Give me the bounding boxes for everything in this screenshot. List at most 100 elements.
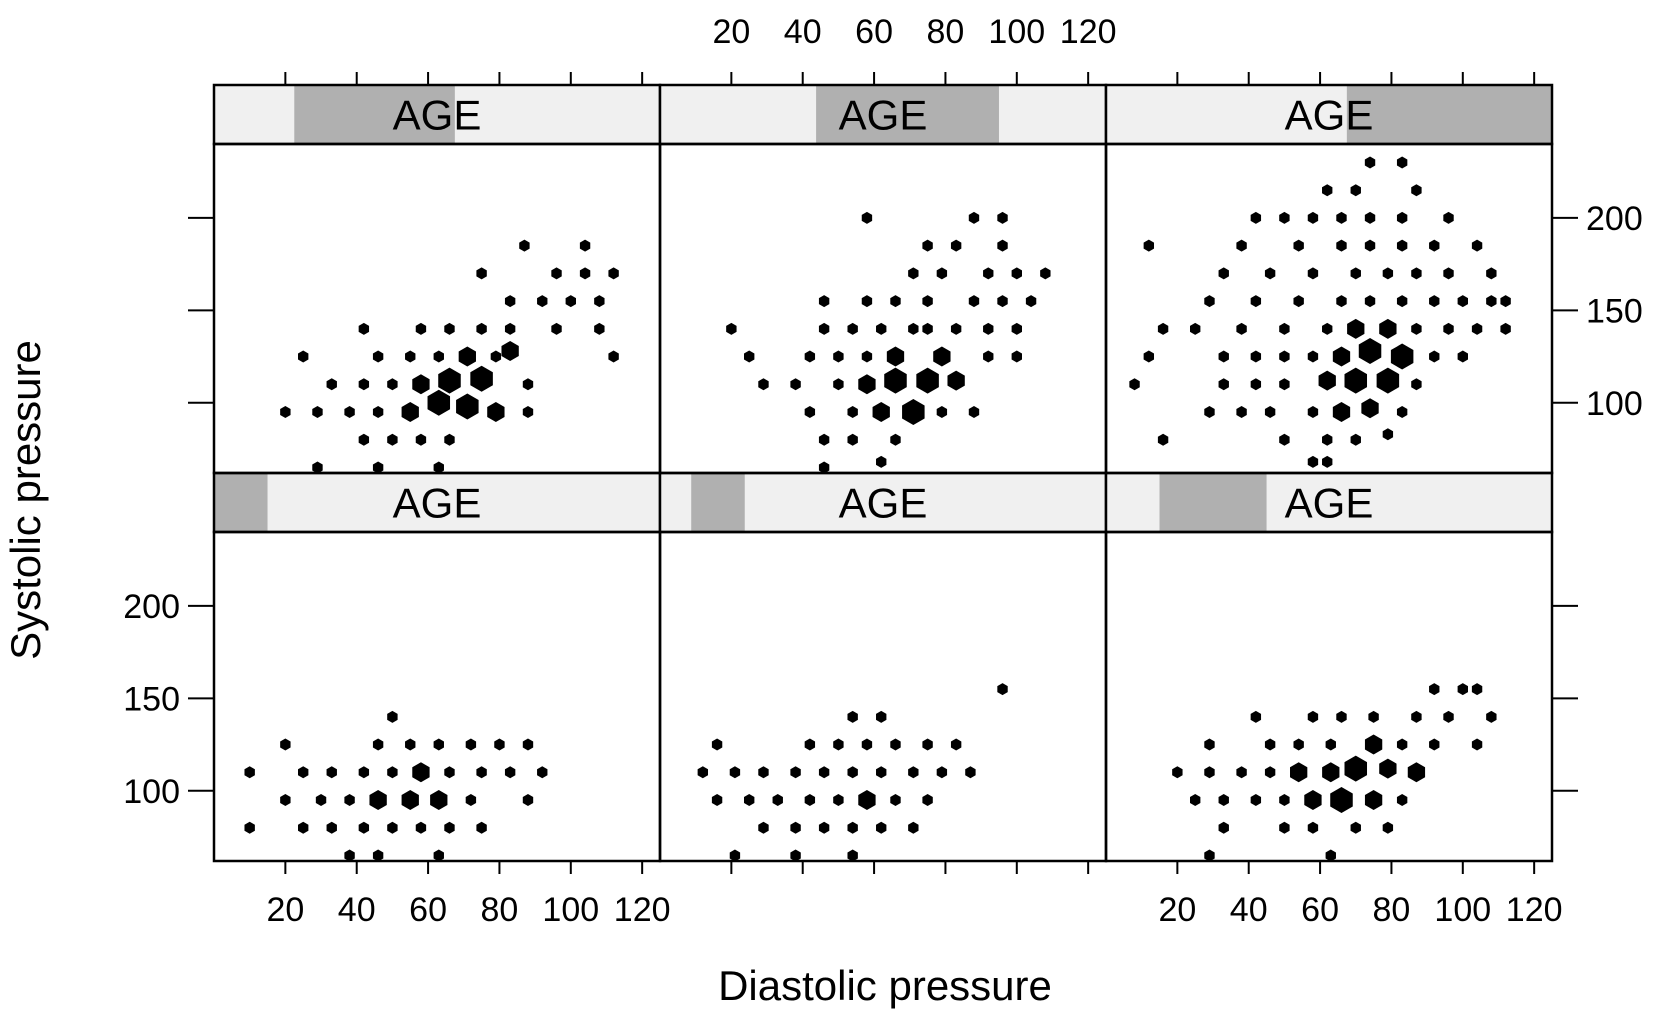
hexbin-point	[537, 295, 548, 308]
hexbin-point	[579, 239, 591, 252]
hexbin-point	[487, 402, 505, 423]
hexbin-point	[415, 433, 427, 446]
hexbin-point	[1443, 710, 1454, 723]
hexbin-point	[922, 295, 933, 308]
x-axis-title: Diastolic pressure	[718, 962, 1052, 1009]
x-tick-label: 60	[409, 891, 447, 929]
strip-label: AGE	[393, 480, 482, 527]
hexbin-point	[494, 738, 505, 751]
hexbin-point	[1457, 683, 1468, 696]
hexbin-point	[1236, 239, 1247, 252]
x-tick-label: 60	[1301, 891, 1339, 929]
hexbin-point	[608, 350, 619, 363]
hexbin-point	[1293, 738, 1304, 751]
hexbin-point	[1364, 734, 1383, 755]
plot-frame	[1104, 142, 1554, 475]
hexbin-point	[1332, 346, 1351, 367]
hexbin-point	[465, 794, 477, 807]
hexbin-point	[968, 211, 980, 224]
hexbin-point	[244, 766, 255, 779]
x-tick-label-top: 60	[855, 13, 893, 51]
x-tick-label-top: 120	[1060, 13, 1117, 51]
hexbin-point	[387, 433, 398, 446]
hexbin-point	[1293, 239, 1304, 252]
hexbin-point	[1396, 211, 1408, 224]
hexbin-point	[358, 378, 370, 391]
hexbin-point	[401, 790, 419, 811]
hexbin-point	[965, 766, 976, 779]
hexbin-point	[1457, 350, 1468, 363]
hexbin-point	[387, 378, 398, 391]
hexbin-point	[1264, 766, 1276, 779]
hexbin-point	[1279, 350, 1290, 363]
plot-frame	[658, 142, 1108, 475]
hexbin-point	[1347, 318, 1365, 339]
hexbin-point	[504, 322, 516, 335]
panel-top-middle: AGE	[658, 83, 1108, 475]
hexbin-point	[1411, 184, 1422, 197]
hexbin-point	[1011, 267, 1022, 280]
hexbin-point	[608, 267, 619, 280]
hexbin-point	[1486, 267, 1497, 280]
hexbin-point	[372, 350, 384, 363]
hexbin-point	[876, 766, 887, 779]
hexbin-point	[1396, 738, 1408, 751]
hexbin-point	[1325, 738, 1336, 751]
hexbin-point	[1204, 406, 1215, 419]
hexbin-point	[1250, 350, 1262, 363]
hexbin-point	[1250, 211, 1262, 224]
hexbin-point	[1236, 406, 1247, 419]
hexbin-point	[890, 295, 901, 308]
hexbin-point	[476, 267, 487, 280]
hexbin-point	[744, 794, 755, 807]
plot-frame	[212, 142, 662, 475]
hexbin-point	[1361, 398, 1379, 419]
hexbin-point	[950, 239, 962, 252]
hexbin-point	[861, 350, 873, 363]
hexbin-point	[804, 794, 816, 807]
hexbin-point	[1364, 156, 1376, 169]
hexbin-point	[950, 322, 962, 335]
hexbin-point	[1307, 267, 1319, 280]
hexbin-point	[412, 762, 430, 783]
axes-layer: 20 40 60 80 100 120 20 40 60 80 100 120 20 40 60 80 100 1…	[123, 13, 1642, 929]
x-tick-label: 80	[1373, 891, 1411, 929]
hexbin-point	[711, 794, 723, 807]
hexbin-point	[1307, 821, 1319, 834]
hexbin-point	[326, 821, 337, 834]
hexbin-point	[387, 710, 398, 723]
hexbin-point	[790, 821, 801, 834]
hexbin-point	[522, 378, 534, 391]
hexbin-point	[1471, 239, 1483, 252]
hexbin-point	[1429, 738, 1440, 751]
hexbin-point	[1376, 367, 1400, 394]
hexbin-point	[430, 790, 448, 811]
hexbin-point	[522, 738, 534, 751]
age-shingle-range	[214, 473, 268, 532]
plot-frame	[658, 530, 1108, 863]
hexbin-point	[522, 794, 534, 807]
hexbin-point	[1396, 794, 1408, 807]
hexbin-point	[1157, 433, 1169, 446]
hexbin-point	[890, 794, 901, 807]
hexbin-point	[922, 794, 933, 807]
hexbin-point	[358, 433, 370, 446]
hexbin-point	[1336, 211, 1347, 224]
hexbin-point	[1157, 322, 1169, 335]
hexbin-point	[565, 295, 576, 308]
hexbin-point	[444, 766, 455, 779]
hexbin-point	[876, 322, 887, 335]
hexbin-point	[790, 766, 801, 779]
hexbin-point	[458, 346, 476, 367]
hexbin-point	[744, 350, 755, 363]
hexbin-point	[758, 766, 769, 779]
hexbin-point	[433, 461, 444, 474]
hexbin-point	[405, 738, 416, 751]
strip-label: AGE	[393, 92, 482, 139]
hexbin-point	[470, 365, 493, 392]
hexbin-point	[372, 738, 384, 751]
hexbin-point	[594, 295, 605, 308]
hexbin-point	[476, 322, 487, 335]
hexbin-point	[1040, 267, 1051, 280]
